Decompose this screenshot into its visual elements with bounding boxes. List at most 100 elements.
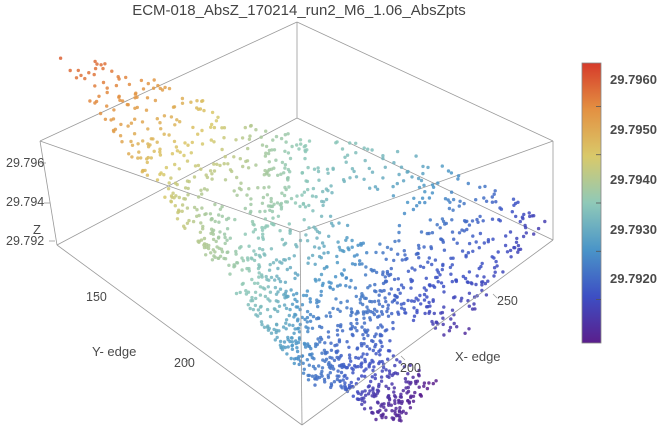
data-point bbox=[261, 237, 265, 241]
data-point bbox=[274, 134, 279, 139]
data-point bbox=[499, 207, 504, 211]
data-point bbox=[367, 166, 371, 171]
data-point bbox=[290, 144, 294, 149]
data-point bbox=[155, 117, 159, 121]
data-point bbox=[352, 169, 356, 174]
data-point bbox=[124, 75, 128, 80]
data-point bbox=[375, 391, 380, 395]
data-point bbox=[496, 250, 500, 254]
data-point bbox=[258, 209, 262, 214]
data-point bbox=[431, 381, 435, 386]
data-point bbox=[209, 218, 213, 222]
data-point bbox=[288, 170, 292, 174]
data-point bbox=[178, 120, 182, 124]
data-point bbox=[289, 196, 294, 201]
data-point bbox=[313, 262, 317, 266]
data-point bbox=[387, 292, 391, 296]
data-point bbox=[353, 286, 358, 290]
data-point bbox=[384, 415, 388, 420]
data-point bbox=[417, 374, 421, 378]
data-point bbox=[354, 151, 358, 155]
data-point bbox=[337, 221, 341, 225]
data-point bbox=[254, 128, 258, 132]
data-point bbox=[342, 249, 346, 254]
data-point bbox=[391, 194, 396, 198]
data-point bbox=[275, 201, 280, 205]
data-point bbox=[429, 246, 434, 251]
data-point bbox=[340, 273, 345, 277]
data-point bbox=[391, 184, 395, 189]
data-point bbox=[297, 330, 302, 334]
data-point bbox=[315, 301, 319, 305]
data-point bbox=[376, 401, 380, 405]
data-point bbox=[370, 269, 375, 273]
data-point bbox=[263, 154, 268, 158]
data-point bbox=[235, 261, 239, 265]
data-point bbox=[278, 279, 283, 284]
data-point bbox=[280, 237, 284, 242]
data-point bbox=[334, 297, 338, 301]
data-point bbox=[424, 305, 429, 309]
data-point bbox=[348, 285, 352, 289]
data-point bbox=[292, 315, 296, 319]
data-point bbox=[275, 274, 279, 278]
data-point bbox=[68, 68, 72, 73]
data-point bbox=[417, 256, 421, 260]
data-point bbox=[349, 313, 353, 318]
data-point bbox=[282, 340, 287, 344]
data-point bbox=[441, 322, 445, 327]
box-edge bbox=[296, 21, 554, 142]
data-point bbox=[335, 260, 340, 265]
data-point bbox=[331, 287, 335, 291]
data-point bbox=[368, 389, 372, 393]
data-point bbox=[306, 187, 310, 192]
data-point bbox=[227, 263, 231, 267]
data-point bbox=[422, 245, 426, 249]
data-point bbox=[372, 365, 376, 369]
data-point bbox=[512, 245, 516, 250]
data-point bbox=[408, 363, 412, 367]
data-point bbox=[222, 162, 226, 166]
data-point bbox=[397, 230, 401, 235]
data-point bbox=[149, 137, 153, 141]
data-point bbox=[490, 200, 495, 204]
data-point bbox=[268, 262, 272, 267]
data-point bbox=[316, 166, 320, 170]
data-point bbox=[328, 214, 333, 218]
data-point bbox=[397, 401, 401, 405]
data-point bbox=[387, 369, 392, 373]
data-point bbox=[287, 323, 292, 327]
data-point bbox=[248, 134, 252, 138]
data-point bbox=[348, 327, 353, 331]
data-point bbox=[215, 162, 219, 166]
data-point bbox=[335, 254, 339, 259]
y-tick-label: 200 bbox=[174, 356, 195, 370]
data-point bbox=[347, 247, 351, 252]
data-point bbox=[239, 181, 243, 185]
data-point bbox=[450, 230, 455, 234]
data-point bbox=[412, 306, 416, 310]
data-point bbox=[413, 268, 417, 272]
data-point bbox=[329, 184, 333, 188]
data-point bbox=[390, 382, 394, 386]
data-point bbox=[419, 230, 424, 234]
data-point bbox=[200, 142, 205, 146]
data-point bbox=[421, 164, 425, 169]
data-point bbox=[425, 295, 429, 299]
data-point bbox=[311, 186, 316, 191]
data-point bbox=[170, 152, 175, 156]
data-point bbox=[406, 269, 411, 273]
data-point bbox=[328, 311, 332, 315]
data-point bbox=[305, 309, 310, 314]
data-point bbox=[172, 139, 177, 144]
data-point bbox=[222, 136, 226, 140]
data-point bbox=[156, 83, 160, 88]
data-point bbox=[334, 350, 339, 355]
data-point bbox=[455, 241, 459, 245]
data-point bbox=[201, 227, 205, 231]
data-point bbox=[344, 160, 348, 164]
data-point bbox=[396, 277, 400, 281]
data-point bbox=[103, 62, 107, 66]
data-point bbox=[269, 199, 273, 204]
data-point bbox=[463, 276, 468, 281]
